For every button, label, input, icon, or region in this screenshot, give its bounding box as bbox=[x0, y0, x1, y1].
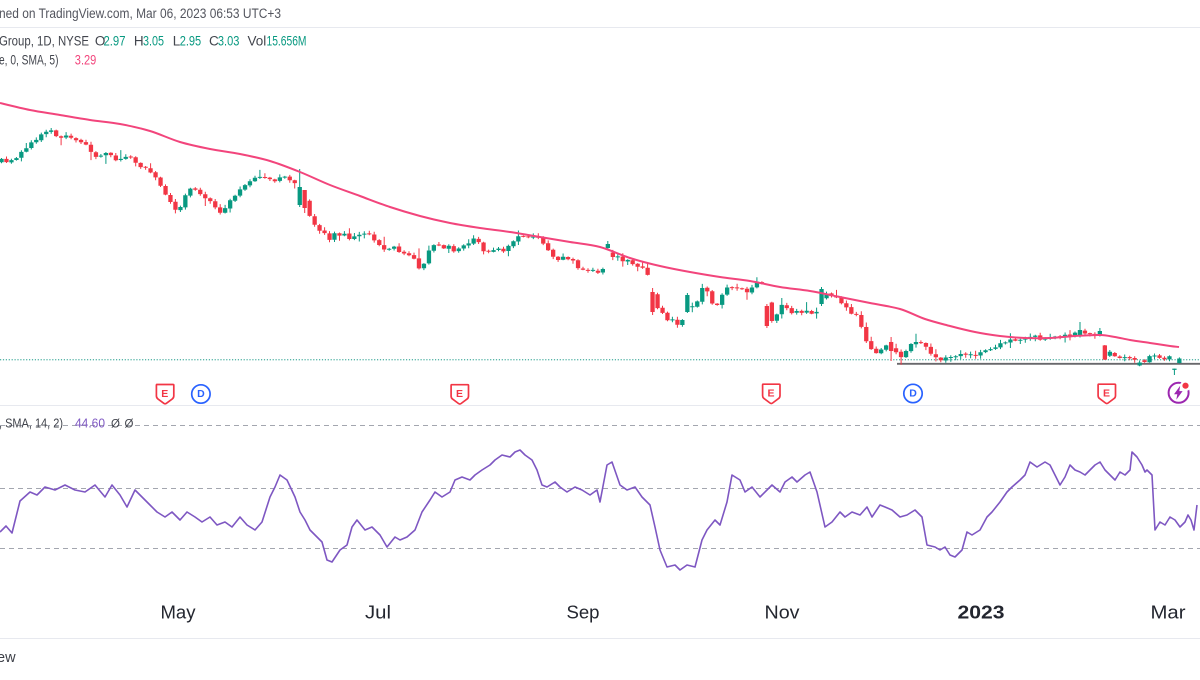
svg-text:, SMA, 14, 2): , SMA, 14, 2) bbox=[0, 416, 63, 431]
svg-text:Ø: Ø bbox=[111, 419, 120, 431]
svg-text:15.656M: 15.656M bbox=[267, 34, 307, 49]
svg-text:Mar: Mar bbox=[1151, 602, 1186, 623]
svg-text:ned on TradingView.com, Mar 06: ned on TradingView.com, Mar 06, 2023 06:… bbox=[0, 6, 281, 21]
svg-text:Nov: Nov bbox=[765, 602, 801, 623]
svg-text:e, 0, SMA, 5): e, 0, SMA, 5) bbox=[0, 53, 59, 68]
svg-text:Jul: Jul bbox=[365, 602, 391, 623]
svg-text:Ø: Ø bbox=[125, 419, 134, 431]
svg-text:3.29: 3.29 bbox=[75, 53, 97, 68]
svg-text:May: May bbox=[161, 602, 197, 623]
svg-text:Sep: Sep bbox=[567, 602, 600, 623]
svg-text:Vol: Vol bbox=[248, 34, 267, 49]
svg-text:2023: 2023 bbox=[958, 602, 1005, 623]
svg-text:Group, 1D, NYSE: Group, 1D, NYSE bbox=[0, 34, 89, 49]
svg-text:D: D bbox=[909, 388, 917, 400]
svg-text:E: E bbox=[1103, 388, 1110, 400]
svg-text:3.05: 3.05 bbox=[143, 34, 164, 49]
svg-text:E: E bbox=[767, 388, 774, 400]
svg-text:D: D bbox=[197, 388, 205, 400]
svg-text:44.60: 44.60 bbox=[75, 416, 105, 431]
svg-text:2.97: 2.97 bbox=[104, 34, 126, 49]
svg-text:E: E bbox=[161, 388, 168, 400]
svg-text:E: E bbox=[456, 388, 463, 400]
svg-text:H: H bbox=[134, 34, 144, 49]
svg-text:2.95: 2.95 bbox=[180, 34, 202, 49]
svg-text:C: C bbox=[209, 34, 219, 49]
svg-text:ew: ew bbox=[0, 650, 16, 666]
svg-text:3.03: 3.03 bbox=[218, 34, 240, 49]
svg-text:L: L bbox=[173, 34, 181, 49]
svg-text:O: O bbox=[95, 34, 106, 49]
